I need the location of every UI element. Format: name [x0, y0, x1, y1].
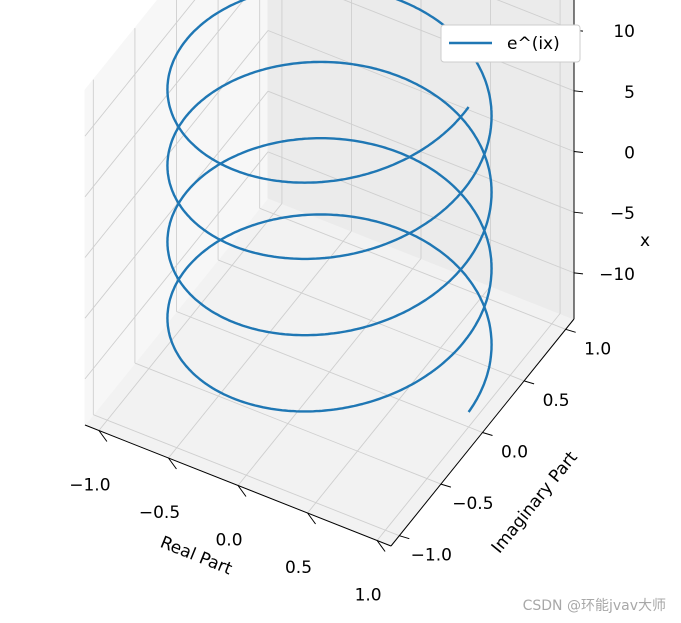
series-line-e-ix	[166, 0, 493, 413]
grid-lines	[84, 0, 575, 541]
y-tick-label: −0.5	[452, 494, 493, 514]
legend-box	[440, 24, 581, 63]
legend: e^(ix)	[440, 24, 581, 63]
grid-line-z-left	[84, 0, 196, 137]
z-tick-mark	[573, 151, 584, 153]
x-tick-label: −1.0	[69, 476, 110, 496]
series-curve	[166, 0, 493, 413]
grid-line-y-floor	[176, 311, 483, 433]
y-tick-label: 0.0	[501, 443, 528, 463]
z-tick-mark	[573, 272, 584, 275]
x-tick-mark	[307, 512, 316, 525]
legend-label: e^(ix)	[507, 34, 560, 54]
grid-line-y-floor	[93, 414, 400, 537]
grid-line-z-left	[84, 30, 269, 258]
z-tick-label: 5	[624, 83, 635, 103]
axis-lines	[84, 0, 584, 552]
x-tick-mark	[168, 457, 177, 470]
grid-line-z-back	[496, 0, 575, 31]
tick-labels: −1.0 −0.5 0.0 0.5 1.0 −1.0 −0.5 0.0 0.5 1.0 −10 −5 0…	[69, 22, 635, 605]
z-tick-mark	[573, 211, 584, 214]
y-tick-mark	[399, 535, 410, 540]
y-tick-mark	[523, 380, 535, 385]
z-tick-label: −10	[599, 265, 635, 285]
x-tick-label: −0.5	[139, 503, 180, 523]
y-tick-label: 1.0	[584, 339, 611, 359]
grid-line-z-left	[84, 151, 269, 380]
z-tick-label: 10	[613, 22, 635, 42]
grid-line-y-floor	[259, 207, 566, 330]
z-axis-title: x	[640, 231, 650, 251]
y-tick-label: −1.0	[411, 546, 452, 566]
grid-line-z-back	[267, 30, 575, 152]
y-tick-mark	[440, 483, 452, 488]
x-tick-mark	[376, 540, 386, 552]
z-tick-label: 0	[624, 144, 635, 164]
grid-line-y-floor	[134, 362, 442, 485]
grid-line-z-back	[343, 0, 575, 92]
x-tick-label: 0.5	[285, 558, 312, 578]
x-tick-mark	[98, 430, 108, 442]
z-tick-mark	[573, 90, 584, 93]
x-tick-mark	[237, 485, 247, 497]
grid-line-z-back	[267, 151, 575, 274]
axis-panes	[84, 0, 575, 547]
grid-line-z-left	[84, 0, 245, 198]
watermark-text: CSDN @环能jvav大师	[523, 598, 666, 614]
x-tick-label: 1.0	[355, 586, 382, 606]
x-tick-label: 0.0	[215, 531, 242, 551]
y-tick-mark	[565, 328, 576, 333]
grid-line-y-floor	[217, 259, 525, 382]
y-axis-title: Imaginary Part	[488, 448, 582, 558]
y-tick-label: 0.5	[543, 391, 570, 411]
y-tick-mark	[482, 432, 493, 436]
z-tick-label: −5	[610, 204, 635, 224]
